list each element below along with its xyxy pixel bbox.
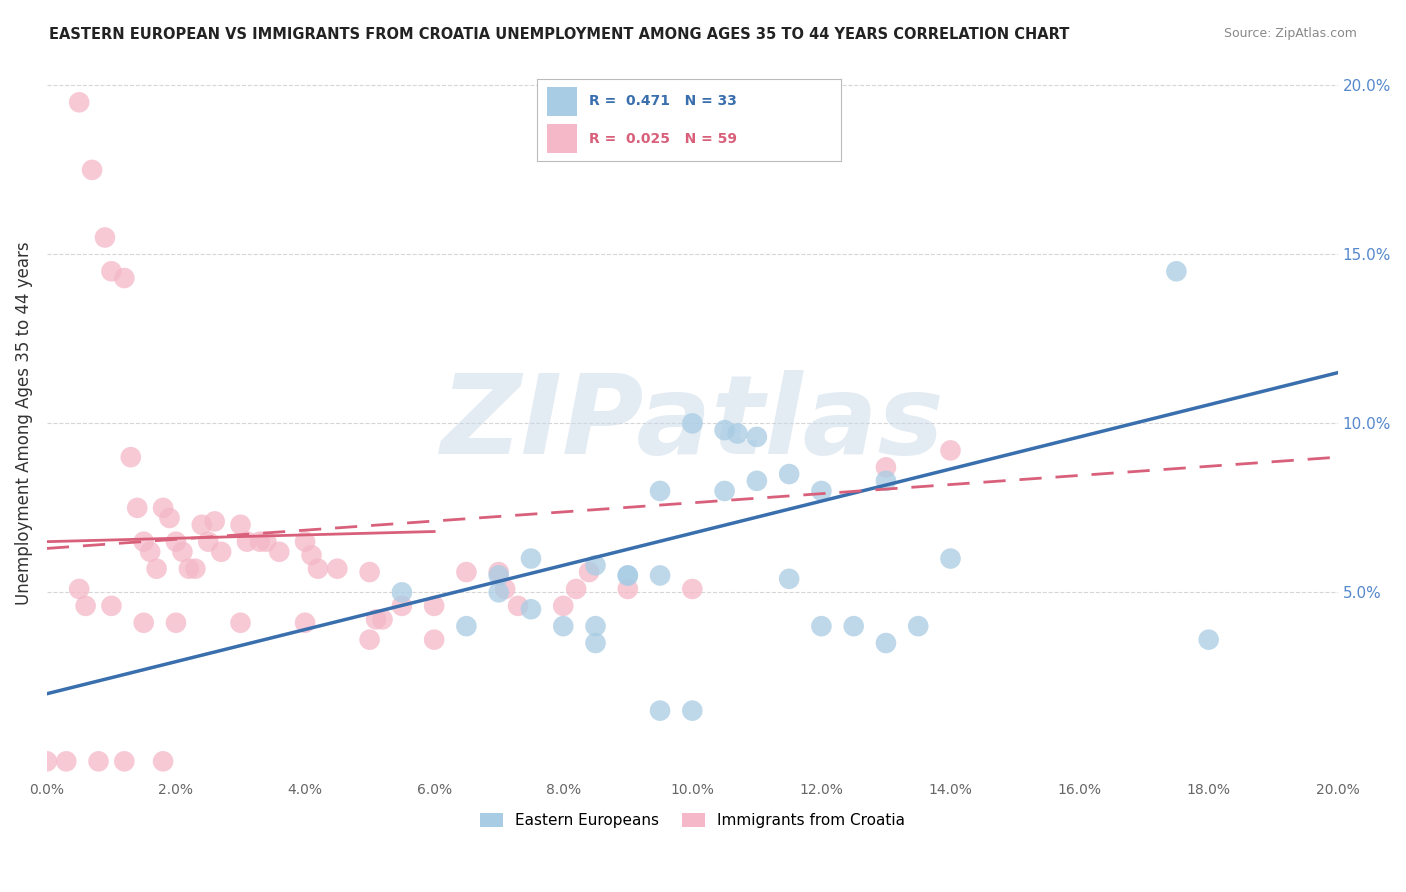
Point	[617, 582, 640, 596]
Point	[553, 619, 575, 633]
Point	[810, 619, 832, 633]
Point	[648, 568, 671, 582]
Point	[907, 619, 929, 633]
Point	[585, 636, 607, 650]
Point	[139, 545, 162, 559]
Point	[359, 565, 381, 579]
Point	[648, 704, 671, 718]
Point	[55, 755, 77, 769]
Point	[939, 551, 962, 566]
Point	[112, 271, 135, 285]
Point	[875, 474, 897, 488]
Point	[585, 619, 607, 633]
Point	[152, 500, 174, 515]
Point	[1166, 264, 1188, 278]
Point	[391, 585, 413, 599]
Point	[423, 599, 446, 613]
Point	[229, 615, 252, 630]
Point	[326, 562, 349, 576]
Point	[67, 95, 90, 110]
Point	[254, 534, 277, 549]
Y-axis label: Unemployment Among Ages 35 to 44 years: Unemployment Among Ages 35 to 44 years	[15, 242, 32, 605]
Point	[67, 582, 90, 596]
Point	[152, 755, 174, 769]
Point	[249, 534, 271, 549]
Point	[359, 632, 381, 647]
Text: EASTERN EUROPEAN VS IMMIGRANTS FROM CROATIA UNEMPLOYMENT AMONG AGES 35 TO 44 YEA: EASTERN EUROPEAN VS IMMIGRANTS FROM CROA…	[49, 27, 1070, 42]
Point	[165, 534, 187, 549]
Point	[364, 612, 387, 626]
Point	[165, 615, 187, 630]
Point	[713, 483, 735, 498]
Legend: Eastern Europeans, Immigrants from Croatia: Eastern Europeans, Immigrants from Croat…	[474, 807, 911, 834]
Point	[520, 602, 543, 616]
Point	[745, 430, 768, 444]
Point	[778, 467, 800, 481]
Point	[94, 230, 117, 244]
Point	[456, 565, 478, 579]
Point	[810, 483, 832, 498]
Point	[112, 755, 135, 769]
Point	[842, 619, 865, 633]
Point	[553, 599, 575, 613]
Point	[875, 636, 897, 650]
Point	[294, 534, 316, 549]
Point	[778, 572, 800, 586]
Point	[681, 417, 703, 431]
Point	[120, 450, 142, 465]
Point	[371, 612, 394, 626]
Text: ZIPatlas: ZIPatlas	[440, 370, 945, 477]
Point	[506, 599, 529, 613]
Point	[520, 551, 543, 566]
Point	[191, 517, 214, 532]
Point	[80, 162, 103, 177]
Point	[578, 565, 600, 579]
Point	[204, 515, 226, 529]
Point	[100, 264, 122, 278]
Point	[269, 545, 291, 559]
Point	[681, 582, 703, 596]
Point	[132, 615, 155, 630]
Point	[681, 704, 703, 718]
Point	[184, 562, 207, 576]
Point	[145, 562, 167, 576]
Point	[875, 460, 897, 475]
Point	[100, 599, 122, 613]
Point	[236, 534, 259, 549]
Point	[132, 534, 155, 549]
Point	[565, 582, 588, 596]
Point	[585, 558, 607, 573]
Point	[494, 582, 516, 596]
Point	[301, 548, 323, 562]
Point	[197, 534, 219, 549]
Point	[229, 517, 252, 532]
Point	[488, 565, 510, 579]
Point	[648, 483, 671, 498]
Point	[488, 585, 510, 599]
Point	[127, 500, 149, 515]
Point	[307, 562, 329, 576]
Point	[391, 599, 413, 613]
Point	[35, 755, 58, 769]
Point	[456, 619, 478, 633]
Point	[209, 545, 232, 559]
Point	[159, 511, 181, 525]
Point	[617, 568, 640, 582]
Point	[939, 443, 962, 458]
Point	[745, 474, 768, 488]
Text: Source: ZipAtlas.com: Source: ZipAtlas.com	[1223, 27, 1357, 40]
Point	[423, 632, 446, 647]
Point	[87, 755, 110, 769]
Point	[617, 568, 640, 582]
Point	[488, 568, 510, 582]
Point	[1198, 632, 1220, 647]
Point	[727, 426, 749, 441]
Point	[172, 545, 194, 559]
Point	[75, 599, 97, 613]
Point	[177, 562, 200, 576]
Point	[713, 423, 735, 437]
Point	[294, 615, 316, 630]
